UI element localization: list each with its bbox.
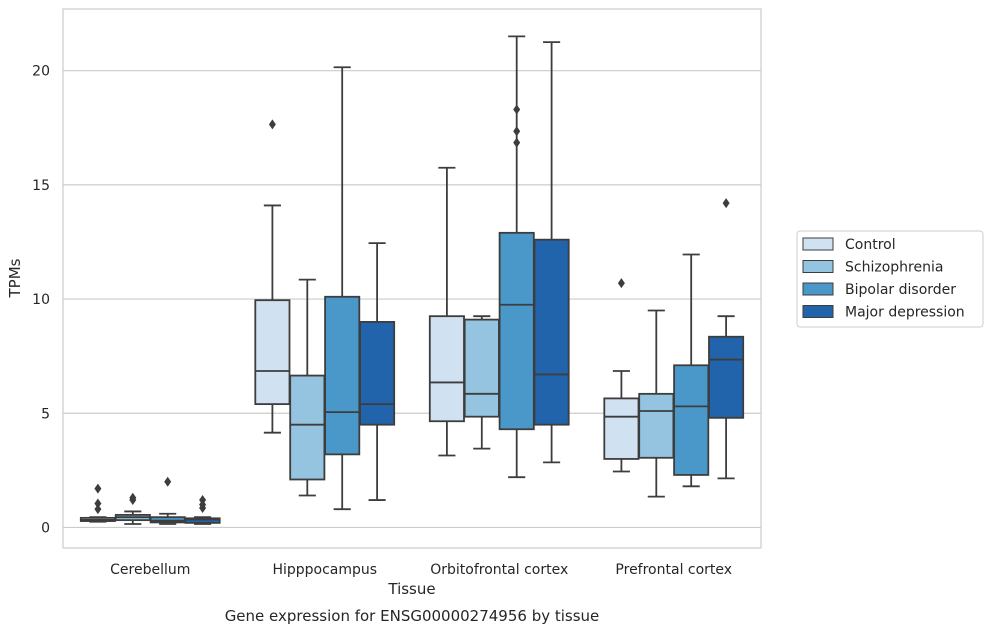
legend-label: Major depression [845,305,965,321]
y-tick-labels: 0 5 10 15 20 [32,64,50,537]
outlier-point [94,498,102,509]
box-group [184,495,221,525]
box-group [463,315,500,450]
box-group [114,492,151,525]
outlier-point [164,476,172,487]
outlier-point [513,104,521,115]
box [638,392,675,459]
y-tick-label: 10 [32,292,50,308]
box [184,517,221,524]
box-group [533,41,570,464]
legend-swatch [802,282,834,296]
outlier-point [94,504,102,515]
chart-caption: Gene expression for ENSG00000274956 by t… [225,607,600,625]
box [428,315,465,423]
box-group [428,166,465,457]
legend-label: Control [845,237,896,253]
legend: Control Schizophrenia Bipolar disorder Majo… [796,230,984,328]
box [498,231,535,431]
legend-swatch [802,260,834,273]
outlier-point [199,495,207,506]
plot-frame [62,8,762,549]
box [254,299,291,406]
y-tick-label: 20 [32,64,50,80]
box-groups [79,35,745,525]
x-tick-label: Hipppocampus [272,562,377,578]
box-group [638,309,675,498]
box [324,295,361,456]
outlier-point [513,126,521,137]
box-group [324,66,361,511]
box-group [359,242,396,501]
box [603,397,640,460]
legend-label: Schizophrenia [845,260,943,276]
box-group [498,35,535,479]
legend-label: Bipolar disorder [845,282,956,298]
x-tick-label: Prefrontal cortex [615,562,732,578]
y-axis-label: TPMs [6,258,24,298]
outlier-point [617,278,625,289]
outlier-point [513,137,521,148]
y-tick-label: 5 [41,406,50,422]
box [708,335,745,419]
box [289,374,326,481]
box-group [254,119,291,434]
outlier-point [722,198,730,209]
legend-swatch [802,305,834,318]
box [673,364,710,476]
legend-swatch [802,237,834,251]
box-group [289,278,326,497]
outlier-point [268,119,276,130]
box [463,318,500,418]
x-tick-label: Cerebellum [110,562,190,578]
x-axis-label: Tissue [387,580,435,598]
outlier-point [94,483,102,494]
box-group [708,198,745,480]
x-tick-labels: Cerebellum Hipppocampus Orbitofrontal cort… [110,562,732,578]
box-group [673,253,710,488]
grid-lines [63,70,761,529]
y-tick-label: 0 [41,520,50,536]
box [533,238,570,426]
box-group [149,476,186,525]
x-tick-label: Orbitofrontal cortex [430,562,568,578]
y-tick-label: 15 [32,178,50,194]
box [359,320,396,426]
legend-frame [796,230,984,328]
outlier-point [129,492,137,503]
